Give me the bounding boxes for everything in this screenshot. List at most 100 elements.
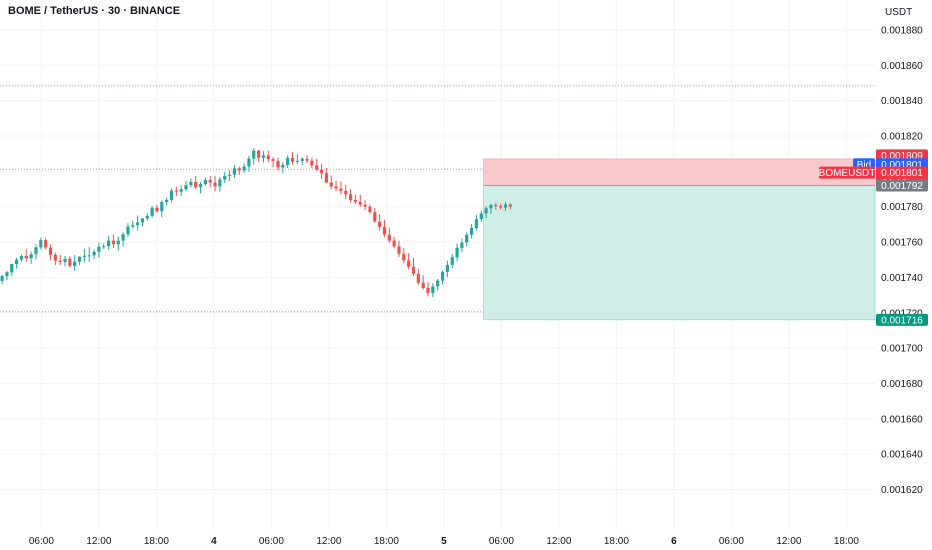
candle-body — [208, 180, 212, 183]
time-tick-label: 06:00 — [489, 536, 514, 547]
candle — [24, 249, 28, 262]
candle-body — [77, 256, 82, 262]
candle-body — [121, 234, 125, 241]
candle — [460, 238, 464, 253]
entry-price-tag — [876, 179, 928, 192]
candle — [10, 263, 14, 277]
price-tick-label: 0.001840 — [881, 96, 923, 107]
candle — [261, 151, 266, 163]
candle — [29, 251, 33, 264]
candle-body — [53, 254, 57, 261]
candle-body — [416, 273, 420, 283]
candle — [281, 162, 285, 174]
candle-body — [136, 222, 140, 226]
candle-body — [140, 218, 145, 223]
candle-body — [426, 288, 430, 293]
time-tick-label: 18:00 — [144, 536, 169, 547]
candle-body — [445, 264, 449, 272]
candle — [208, 175, 212, 188]
candle — [499, 203, 503, 210]
candle — [363, 200, 367, 210]
candle-body — [203, 180, 207, 185]
time-tick-label: 18:00 — [834, 536, 859, 547]
time-tick-label: 06:00 — [29, 536, 54, 547]
price-tick-label: 0.001720 — [881, 308, 923, 319]
candle-body — [344, 190, 348, 195]
candle-body — [126, 226, 130, 235]
candle — [189, 178, 193, 188]
candle-body — [15, 259, 19, 264]
candle — [131, 220, 135, 229]
candle-body — [223, 175, 227, 180]
candle — [474, 214, 479, 231]
candle — [39, 237, 43, 250]
candle-body — [261, 155, 266, 158]
candle — [223, 171, 227, 184]
position-tool[interactable] — [483, 158, 876, 321]
price-axis[interactable]: 0.0018800.0018600.0018400.0018200.001800… — [881, 25, 923, 496]
candle — [465, 232, 469, 247]
candle — [97, 242, 101, 258]
candle — [5, 270, 9, 281]
candle — [160, 200, 164, 218]
candle-body — [436, 280, 440, 287]
candle-body — [10, 263, 14, 273]
candle-body — [87, 255, 91, 257]
candle — [402, 248, 406, 264]
price-tick-label: 0.001740 — [881, 273, 923, 284]
candle-body — [281, 164, 285, 168]
candle-body — [387, 234, 391, 241]
candle — [102, 243, 106, 249]
candle — [295, 154, 299, 165]
candle-body — [305, 158, 309, 161]
candle — [150, 206, 154, 218]
currency-label: USDT — [885, 7, 913, 18]
candle-body — [450, 257, 454, 265]
candle — [300, 157, 304, 166]
candle-body — [348, 194, 353, 200]
candle-body — [286, 157, 290, 165]
candle-body — [440, 271, 445, 281]
candle — [126, 223, 130, 237]
candle — [469, 224, 474, 239]
candle — [58, 254, 62, 266]
stop-loss-zone[interactable] — [483, 158, 876, 186]
price-tick-label: 0.001660 — [881, 414, 923, 425]
candle — [407, 253, 411, 270]
candle — [494, 202, 498, 210]
time-tick-label: 06:00 — [719, 536, 744, 547]
candle-body — [295, 160, 299, 162]
candle — [87, 247, 91, 263]
candle-body — [194, 181, 198, 188]
candle-body — [469, 227, 474, 235]
candle-body — [131, 225, 135, 227]
candle — [368, 204, 372, 215]
symbol-title[interactable]: BOME / TetherUS · 30 · BINANCE — [8, 5, 181, 17]
time-tick-label: 12:00 — [776, 536, 801, 547]
candle-body — [116, 240, 120, 245]
candle-body — [494, 205, 498, 207]
candle-body — [160, 202, 164, 212]
candle-body — [174, 190, 178, 192]
candle — [440, 270, 445, 285]
take-profit-zone[interactable] — [483, 185, 876, 321]
candle-body — [63, 258, 67, 263]
time-axis[interactable]: 06:00 12:00 18:00 4 06:00 12:00 18:00 5 06:00 12:… — [29, 536, 859, 547]
candle — [271, 157, 275, 168]
candle — [145, 213, 149, 221]
candle — [348, 189, 353, 203]
candle — [257, 149, 261, 163]
candle — [329, 175, 333, 190]
candle — [44, 238, 48, 250]
candle-body — [237, 168, 241, 171]
price-tick-label: 0.001760 — [881, 238, 923, 249]
candle — [19, 254, 24, 262]
candle — [63, 256, 67, 267]
candle-body — [431, 286, 435, 293]
price-tick-label: 0.001620 — [881, 485, 923, 496]
candle-body — [455, 247, 459, 258]
candle-body — [489, 205, 493, 209]
candle — [174, 186, 178, 196]
candle — [484, 206, 488, 219]
